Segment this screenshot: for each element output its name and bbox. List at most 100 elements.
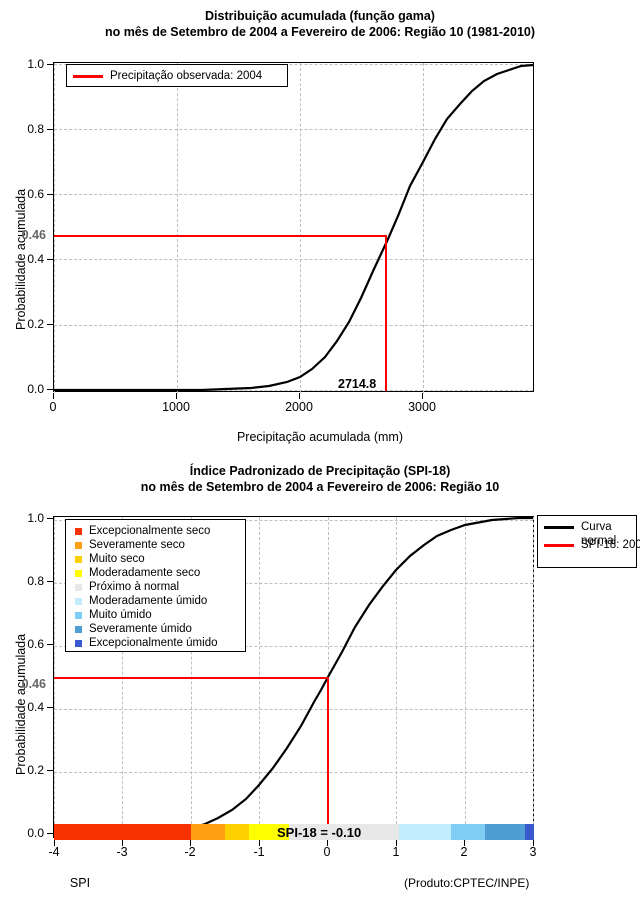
- colorbar-band-excepcionalmente-seco: [54, 824, 191, 840]
- x-axis-title: SPI: [69, 876, 91, 890]
- legend-item-excepcionalmente-seco: Excepcionalmente seco: [66, 524, 245, 538]
- y-tickmark-3: [47, 644, 53, 645]
- chart-subtitle: no mês de Setembro de 2004 a Fevereiro d…: [104, 25, 536, 39]
- x-tickmark-0: [327, 840, 328, 846]
- black-line-swatch-icon: [544, 526, 574, 529]
- category-swatch-icon: [75, 611, 82, 619]
- y-tickmark-5: [47, 64, 53, 65]
- legend-item-severamente-umido: Severamente úmido: [66, 622, 245, 636]
- legend-item-label: Moderadamente seco: [89, 567, 201, 579]
- legend-label-spi-2004: SPI-18: 2004: [581, 539, 640, 551]
- gridline-v-1000: [177, 63, 178, 393]
- colorbar-band-severamente-seco: [191, 824, 225, 840]
- product-credit: (Produto:CPTEC/INPE): [404, 876, 530, 890]
- legend-item-muito-umido: Muito úmido: [66, 608, 245, 622]
- legend-row-spi-2004: SPI-18: 2004: [538, 538, 640, 552]
- legend-item-proximo-a-normal: Próximo à normal: [66, 580, 245, 594]
- y-tick-0: 0.0: [27, 382, 44, 396]
- y-tick-4: 0.8: [27, 574, 44, 588]
- x-tick-3: -1: [253, 845, 265, 859]
- x-tick-0: -4: [48, 845, 60, 859]
- y-tick-3: 0.6: [27, 187, 44, 201]
- spi-category-legend: Excepcionalmente seco Severamente seco M…: [65, 519, 246, 652]
- y-tickmark-1: [47, 324, 53, 325]
- colorbar-band-proximo-a-normal: [289, 824, 399, 840]
- x-tick-7: 3: [529, 845, 537, 859]
- gridline-h-04: [54, 709, 533, 710]
- legend-item-label: Muito seco: [89, 553, 145, 565]
- y-tickmark-0: [47, 833, 53, 834]
- x-tickmark-2000: [299, 393, 300, 399]
- colorbar-band-moderadamente-seco: [249, 824, 289, 840]
- x-tick-3: 3000: [408, 400, 436, 414]
- plot-area: Precipitação observada: 2004: [53, 62, 534, 393]
- y-tick-2: 0.4: [27, 700, 44, 714]
- colorbar-band-muito-seco: [225, 824, 249, 840]
- gridline-h-10: [54, 64, 533, 65]
- legend-item-muito-seco: Muito seco: [66, 552, 245, 566]
- x-tickmark--4: [54, 840, 55, 846]
- observed-probability-line: [54, 235, 386, 237]
- x-tick-1: 1000: [162, 400, 190, 414]
- observed-probability-label: 0.46: [21, 228, 46, 242]
- colorbar-band-excepcionalmente-umido: [525, 824, 534, 840]
- gridline-h-06: [54, 646, 533, 647]
- x-tick-4: 0: [323, 845, 331, 859]
- legend-item-severamente-seco: Severamente seco: [66, 538, 245, 552]
- colorbar-band-moderadamente-umido: [399, 824, 451, 840]
- y-tickmark-0: [47, 389, 53, 390]
- red-line-swatch-icon: [73, 74, 103, 78]
- gridline-v-3000: [423, 63, 424, 393]
- y-tick-1: 0.2: [27, 763, 44, 777]
- y-tick-0: 0.0: [27, 826, 44, 840]
- chart-subtitle: no mês de Setembro de 2004 a Fevereiro d…: [140, 480, 500, 494]
- legend-item-moderadamente-seco: Moderadamente seco: [66, 566, 245, 580]
- red-line-swatch-icon: [544, 543, 574, 547]
- category-swatch-icon: [75, 527, 82, 535]
- category-swatch-icon: [75, 597, 82, 605]
- legend-label-curva-line1: Curva: [581, 521, 612, 533]
- chart-title: Distribuição acumulada (função gama): [205, 9, 435, 23]
- x-tickmark--2: [190, 840, 191, 846]
- gridline-h-06: [54, 194, 533, 195]
- x-tick-2: -2: [184, 845, 196, 859]
- curve-legend: Curva normal SPI-18: 2004: [537, 515, 640, 568]
- spi-probability-line: [54, 677, 328, 679]
- y-tick-4: 0.8: [27, 122, 44, 136]
- legend-item-excepcionalmente-umido: Excepcionalmente úmido: [66, 636, 245, 650]
- x-tickmark-2: [464, 840, 465, 846]
- legend-label-curva-line2: normal: [581, 535, 617, 547]
- category-swatch-icon: [75, 639, 82, 647]
- x-tickmark-0: [53, 393, 54, 399]
- spi-category-colorbar: [54, 824, 534, 840]
- legend-item-label: Severamente seco: [89, 539, 185, 551]
- y-tick-1: 0.2: [27, 317, 44, 331]
- colorbar-band-muito-umido: [451, 824, 485, 840]
- y-tickmark-2: [47, 259, 53, 260]
- category-swatch-icon: [75, 569, 82, 577]
- gridline-h-04: [54, 259, 533, 260]
- gridline-h-10: [54, 520, 533, 521]
- x-tickmark-3000: [422, 393, 423, 399]
- x-tick-2: 2000: [285, 400, 313, 414]
- gridline-h-02: [54, 772, 533, 773]
- y-tick-5: 1.0: [27, 511, 44, 525]
- y-tickmark-5: [47, 518, 53, 519]
- spi-value-label: SPI-18 = -0.10: [277, 825, 362, 840]
- legend-item-label: Moderadamente úmido: [89, 595, 208, 607]
- gridline-v-0: [54, 63, 55, 393]
- plot-area: Excepcionalmente seco Severamente seco M…: [53, 516, 534, 839]
- legend-item-label: Severamente úmido: [89, 623, 192, 635]
- spi-probability-label: 0.46: [21, 677, 46, 691]
- gamma-cdf-curve: [54, 63, 533, 391]
- legend-item-label: Próximo à normal: [89, 581, 180, 593]
- observed-precipitation-label: 2714.8: [338, 377, 377, 391]
- x-tick-6: 2: [460, 845, 468, 859]
- y-tick-3: 0.6: [27, 637, 44, 651]
- y-tickmark-4: [47, 581, 53, 582]
- category-swatch-icon: [75, 555, 82, 563]
- x-axis-title: Precipitação acumulada (mm): [236, 430, 404, 444]
- gridline-h-02: [54, 325, 533, 326]
- y-tickmark-4: [47, 129, 53, 130]
- category-swatch-icon: [75, 625, 82, 633]
